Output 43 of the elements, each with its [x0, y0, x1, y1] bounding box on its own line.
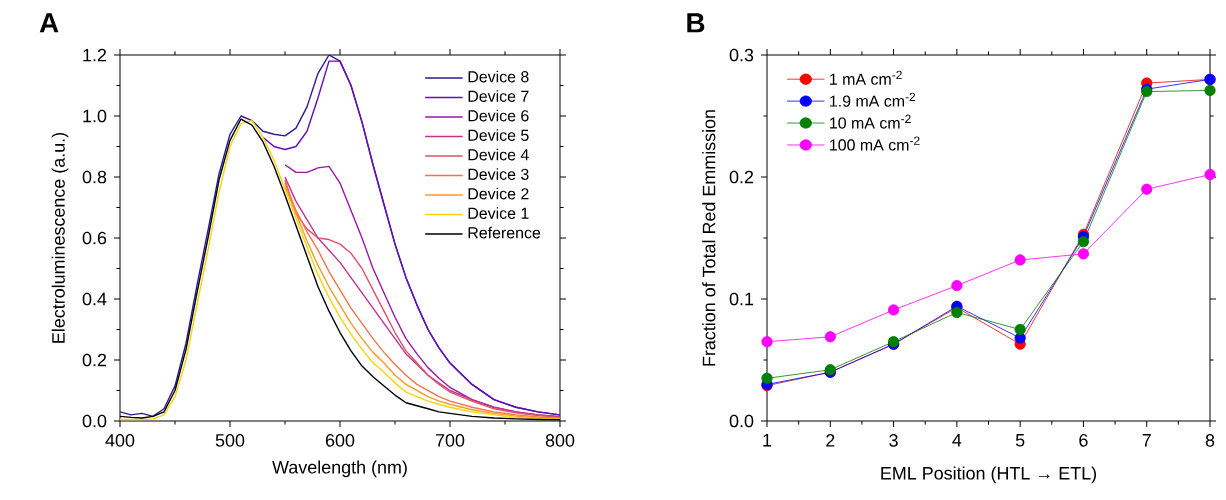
y-tick-label: 0.6: [82, 231, 107, 245]
y-tick-label: 0.2: [82, 353, 107, 367]
text: 0.0: [82, 414, 107, 428]
x-tick-label: 8: [1205, 434, 1215, 447]
x-tick-label: 500: [215, 434, 245, 447]
y-tick-label: 0.3: [729, 48, 754, 62]
y-tick-label: 1.2: [83, 48, 107, 62]
legend-label: Device 7: [468, 90, 529, 102]
legend-label: Device 2: [468, 187, 529, 200]
x-tick-label: 400: [105, 434, 135, 447]
legend-label: 1 mA cm$^{-2}$: [830, 70, 902, 85]
y-axis-title: Fraction of Total Red Emmission: [702, 110, 716, 366]
legend-label: Device 4: [468, 148, 529, 161]
legend-label: 10 mA cm$^{-2}$: [830, 114, 911, 129]
x-tick-label: 2: [826, 434, 835, 447]
legend-label: Device 5: [468, 129, 529, 141]
legend-label: 1.9 mA cm$^{-2}$: [830, 92, 916, 107]
x-tick-label: 4: [952, 434, 962, 447]
x-tick-label: 600: [325, 434, 355, 447]
legend-label: Reference: [468, 226, 541, 239]
text: 1.0: [83, 109, 107, 123]
y-tick-label: 0.8: [82, 170, 107, 184]
x-tick-label: 5: [1015, 434, 1025, 447]
chart-title: B: [687, 13, 705, 33]
legend-label: Device 3: [468, 168, 529, 180]
text: 0.0: [729, 414, 754, 428]
x-tick-label: 1: [763, 434, 772, 447]
x-tick-label: 700: [435, 434, 465, 447]
legend-label: 100 mA cm$^{-2}$: [830, 136, 920, 151]
y-tick-label: 0.4: [82, 292, 107, 306]
y-tick-label: 0.2: [729, 170, 754, 184]
x-tick-label: 6: [1079, 434, 1088, 447]
x-tick-label: 7: [1142, 434, 1151, 447]
x-axis-title: Wavelength (nm): [272, 460, 407, 478]
chart-title: A: [39, 13, 59, 33]
x-tick-label: 3: [889, 434, 898, 447]
legend-label: Device 6: [468, 109, 529, 122]
y-axis-title: Electroluminescence (a.u.): [51, 132, 69, 343]
legend-label: Device 8: [468, 70, 529, 83]
x-tick-label: 800: [545, 434, 575, 447]
legend-label: Device 1: [468, 207, 529, 219]
x-axis-title: EML Position (HTL → ETL): [881, 466, 1097, 484]
y-tick-label: 0.1: [729, 292, 754, 306]
